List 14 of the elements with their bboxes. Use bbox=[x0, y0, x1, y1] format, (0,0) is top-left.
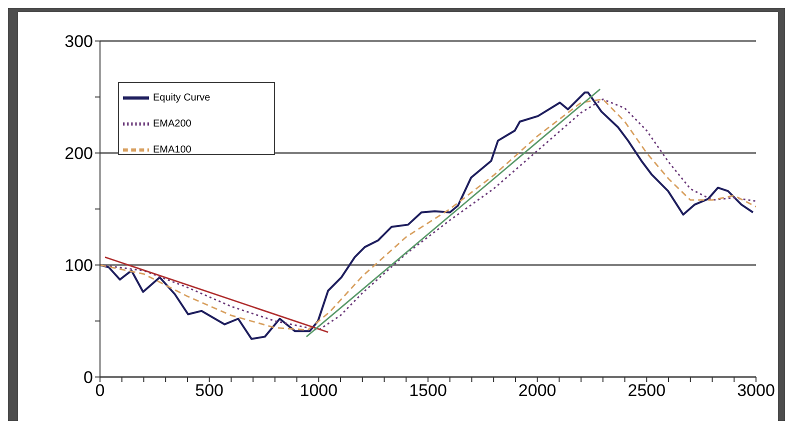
y-tick-label: 100 bbox=[64, 256, 93, 276]
x-tick-label: 2500 bbox=[628, 381, 666, 400]
y-tick-label: 300 bbox=[64, 32, 93, 52]
x-tick-label: 1000 bbox=[300, 381, 338, 400]
x-tick-label: 3000 bbox=[737, 381, 775, 400]
y-tick-label: 0 bbox=[84, 368, 93, 388]
x-tick-label: 500 bbox=[195, 381, 224, 400]
x-tick-label: 2000 bbox=[518, 381, 556, 400]
x-tick-label: 0 bbox=[95, 381, 105, 400]
legend-label: EMA200 bbox=[153, 118, 192, 130]
x-tick-label: 1500 bbox=[409, 381, 447, 400]
legend-label: Equity Curve bbox=[153, 92, 210, 104]
legend-label: EMA100 bbox=[153, 144, 192, 156]
y-tick-label: 200 bbox=[64, 144, 93, 164]
